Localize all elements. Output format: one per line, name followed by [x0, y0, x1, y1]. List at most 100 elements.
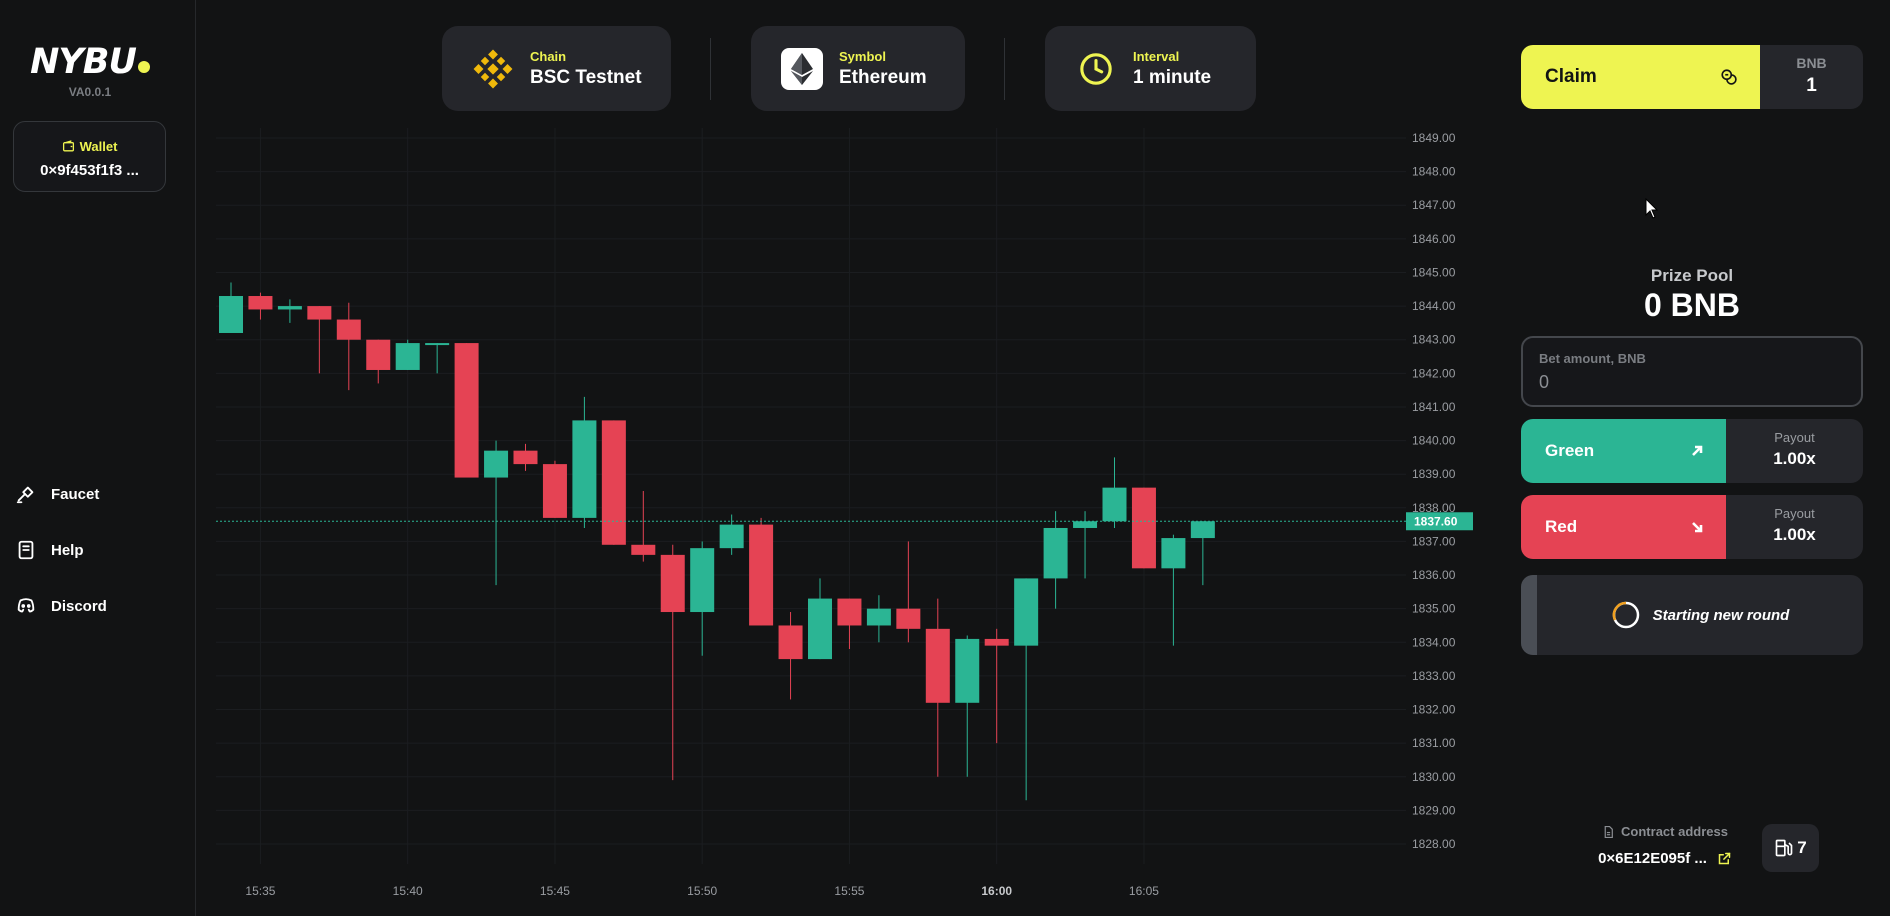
- y-tick-label: 1831.00: [1412, 736, 1456, 750]
- bet-amount-input[interactable]: [1539, 372, 1845, 393]
- claim-amount: 1: [1806, 75, 1817, 96]
- x-tick-label: 15:55: [834, 884, 864, 898]
- nav-discord[interactable]: Discord: [15, 593, 107, 619]
- candle-body: [307, 306, 332, 320]
- contract-label: Contract address: [1621, 824, 1728, 839]
- nav-discord-label: Discord: [51, 597, 107, 615]
- candles: [219, 282, 1215, 801]
- chain-value: BSC Testnet: [530, 66, 642, 88]
- chain-text: Chain BSC Testnet: [530, 49, 642, 89]
- candle-body: [719, 524, 744, 549]
- y-tick-label: 1833.00: [1412, 669, 1456, 683]
- candle: [307, 306, 332, 374]
- candle: [955, 635, 980, 777]
- arrow-down-right-icon: [1692, 522, 1703, 533]
- candle-body: [542, 464, 567, 518]
- fuel-pump-icon: [1775, 839, 1793, 857]
- x-tick-label: 15:40: [393, 884, 423, 898]
- candle-body: [778, 625, 803, 660]
- green-payout-label: Payout: [1774, 430, 1815, 445]
- candle: [1073, 511, 1098, 579]
- chart-axes: 1849.00 1848.00 1847.00 1846.00 1845.00 1844.…: [245, 131, 1455, 898]
- candle: [1131, 487, 1156, 569]
- prize-pool-value: 0 BNB: [1643, 287, 1740, 323]
- candle: [925, 598, 950, 777]
- y-tick-label: 1834.00: [1412, 635, 1456, 649]
- current-price: 1837.60: [216, 512, 1473, 531]
- y-tick-label: 1845.00: [1412, 265, 1456, 279]
- symbol-value: Ethereum: [839, 66, 927, 88]
- green-bet-button[interactable]: Green: [1521, 419, 1726, 483]
- wallet-button[interactable]: Wallet 0×9f453f1f3 ...: [13, 121, 166, 192]
- sidebar: NYBU VA0.0.1 Wallet 0×9f453f1f3 ... Fauc…: [0, 0, 196, 916]
- contract-address: 0×6E12E095f ...: [1598, 850, 1707, 867]
- app-logo[interactable]: NYBU: [0, 42, 180, 82]
- candle: [837, 598, 862, 650]
- interval-text: Interval 1 minute: [1133, 49, 1211, 89]
- red-label: Red: [1545, 517, 1578, 536]
- gas-indicator[interactable]: 7: [1762, 824, 1819, 872]
- candle-body: [513, 450, 538, 465]
- red-bet-button[interactable]: Red: [1521, 495, 1726, 559]
- selector-divider: [710, 38, 711, 100]
- candle-body: [572, 420, 597, 518]
- bet-amount-field[interactable]: Bet amount, BNB: [1521, 336, 1863, 407]
- candle-body: [749, 524, 774, 626]
- clock-icon: [1075, 48, 1117, 90]
- y-tick-label: 1838.00: [1412, 501, 1456, 515]
- candle-body: [1102, 487, 1127, 522]
- interval-selector[interactable]: Interval 1 minute: [1045, 26, 1256, 111]
- logo-text: NYBU: [30, 42, 137, 82]
- binance-icon: [472, 48, 514, 90]
- status-text: Starting new round: [1652, 606, 1790, 624]
- y-tick-label: 1840.00: [1412, 434, 1456, 448]
- chain-label: Chain: [530, 48, 567, 64]
- price-chart[interactable]: 1849.00 1848.00 1847.00 1846.00 1845.00 1844.…: [216, 128, 1476, 908]
- candle-body: [1073, 521, 1098, 528]
- status-stripe: [1521, 575, 1537, 655]
- x-tick-label: 15:45: [540, 884, 570, 898]
- candle-body: [248, 296, 273, 310]
- claim-button[interactable]: Claim: [1521, 45, 1760, 109]
- coins-icon: [1721, 69, 1737, 85]
- candle-body: [1190, 521, 1215, 539]
- candle: [1014, 578, 1039, 801]
- candle-body: [631, 544, 656, 555]
- nav-faucet[interactable]: Faucet: [15, 481, 99, 507]
- current-price-tag: [1406, 512, 1473, 531]
- interval-value: 1 minute: [1133, 66, 1212, 88]
- candle-body: [277, 306, 302, 310]
- symbol-selector[interactable]: Symbol Ethereum: [751, 26, 965, 111]
- candlestick-chart[interactable]: 1849.00 1848.00 1847.00 1846.00 1845.00 1844.…: [216, 128, 1476, 908]
- contract-label-row: Contract address: [1575, 824, 1755, 839]
- nav-help-label: Help: [51, 541, 84, 559]
- candle: [896, 541, 921, 643]
- nav-help[interactable]: Help: [15, 537, 84, 563]
- candle-body: [925, 628, 950, 703]
- candle-body: [1131, 487, 1156, 569]
- faucet-icon: [16, 486, 34, 504]
- candle: [601, 420, 626, 545]
- candle-body: [454, 343, 479, 478]
- y-tick-label: 1829.00: [1412, 803, 1456, 817]
- candle: [277, 299, 302, 323]
- mouse-cursor-icon: [1645, 198, 1659, 219]
- green-payout-value: 1.00x: [1773, 449, 1816, 468]
- chart-grid: [216, 128, 1406, 864]
- symbol-text: Symbol Ethereum: [839, 49, 927, 89]
- current-price-label: 1837.60: [1414, 514, 1458, 528]
- external-link-icon[interactable]: [1717, 851, 1732, 866]
- chain-selector[interactable]: Chain BSC Testnet: [442, 26, 671, 111]
- arrow-up-right-icon: [1692, 445, 1703, 456]
- candle: [513, 443, 538, 471]
- candle-body: [484, 450, 509, 478]
- candle: [631, 491, 656, 562]
- y-tick-label: 1830.00: [1412, 770, 1456, 784]
- candle: [542, 460, 567, 518]
- candle-body: [219, 296, 243, 333]
- candle: [719, 514, 744, 555]
- x-tick-label: 16:00: [981, 884, 1012, 898]
- candle: [778, 612, 803, 700]
- y-tick-label: 1839.00: [1412, 467, 1456, 481]
- y-tick-label: 1847.00: [1412, 198, 1456, 212]
